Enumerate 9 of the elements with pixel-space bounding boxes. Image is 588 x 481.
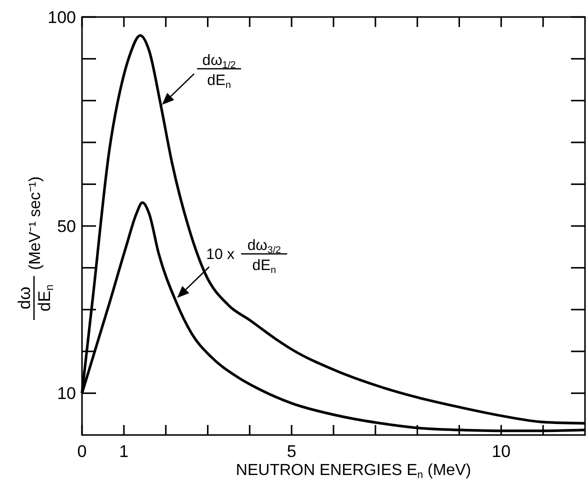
x-tick-label: 5 xyxy=(286,442,296,461)
x-tick-label: 10 xyxy=(492,442,511,461)
annotation: dω$_{1/2}$ dE$_{n}$ xyxy=(202,52,236,90)
x-tick-label: 1 xyxy=(119,442,129,461)
x-tick-label: 0 xyxy=(77,442,87,461)
y-tick-label: 100 xyxy=(48,8,76,27)
x-axis-title: NEUTRON ENERGIES E$_{n}$ (MeV) xyxy=(236,462,472,480)
y-tick-label: 10 xyxy=(57,384,76,404)
y-tick-label: 50 xyxy=(57,217,76,236)
